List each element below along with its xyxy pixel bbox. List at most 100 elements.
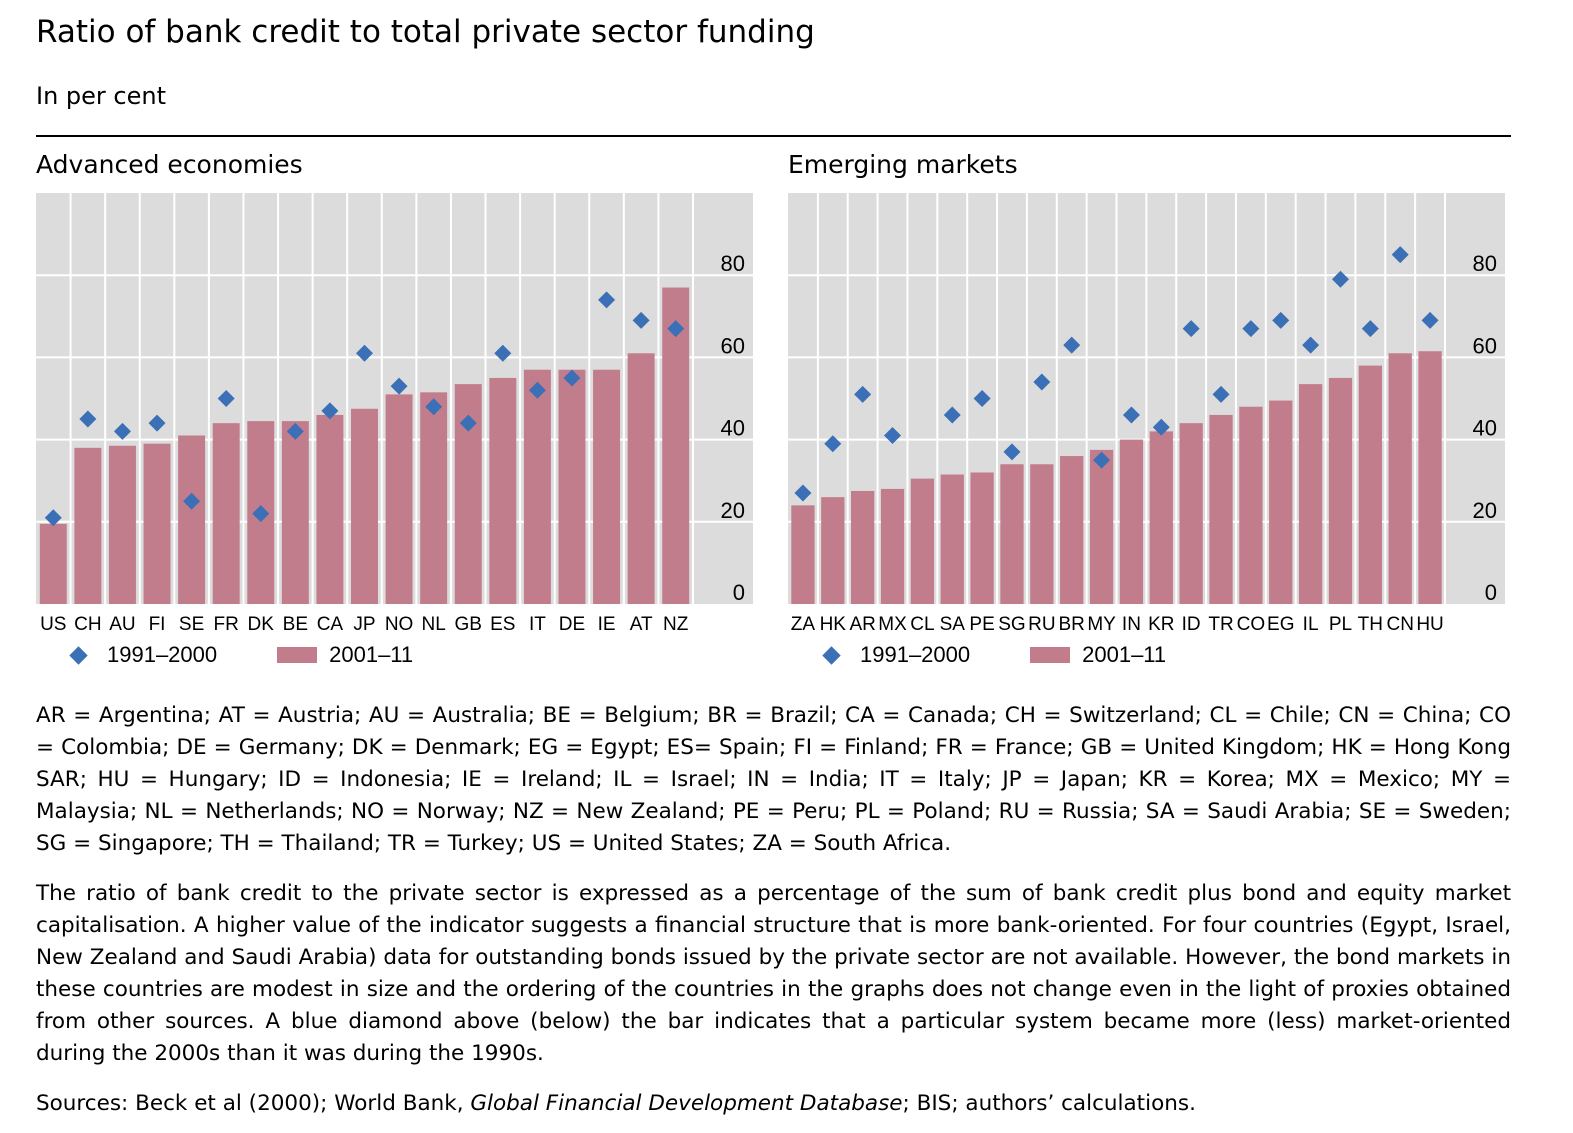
advanced-diamond-es <box>494 344 512 362</box>
legend-bar-swatch <box>1030 647 1071 663</box>
advanced-xtick-label: JP <box>353 614 375 635</box>
emerging-xtick-label: SA <box>940 614 966 635</box>
emerging-ytick-label: 80 <box>1473 251 1497 276</box>
emerging-xtick-label: TR <box>1208 614 1233 635</box>
emerging-bar-za <box>791 505 815 604</box>
legend-series2-label: 2001–11 <box>1082 642 1167 667</box>
emerging-xtick-label: PE <box>969 614 994 635</box>
legend-series1-label: 1991–2000 <box>860 642 971 667</box>
advanced-ytick-label: 0 <box>733 580 745 605</box>
charts-canvas: 0 20 40 60 80 US CH AU FI SE FR DK BE CA JP NO NL GB ES IT D… <box>36 193 1505 635</box>
advanced-xtick-label: ES <box>490 614 515 635</box>
advanced-diamond-at <box>632 311 650 329</box>
emerging-xtick-label: ID <box>1182 614 1201 635</box>
emerging-diamond-za <box>794 484 812 502</box>
emerging-diamond-in <box>1122 406 1140 424</box>
emerging-bar-eg <box>1269 400 1293 604</box>
emerging-xtick-label: MY <box>1087 614 1116 635</box>
emerging-diamond-id <box>1182 320 1200 338</box>
sources-note: Sources: Beck et al (2000); World Bank, … <box>36 1088 1511 1120</box>
emerging-xtick-label: IL <box>1303 614 1319 635</box>
emerging-diamond-co <box>1242 320 1260 338</box>
page-title: Ratio of bank credit to total private se… <box>36 14 815 50</box>
advanced-bar-au <box>108 445 136 604</box>
advanced-xtick-label: NO <box>385 614 414 635</box>
emerging-xtick-label: SG <box>998 614 1025 635</box>
emerging-bar-il <box>1298 384 1323 604</box>
panel-title-advanced: Advanced economies <box>36 150 303 179</box>
advanced-xtick-label: DK <box>248 614 275 635</box>
emerging-bar-mx <box>880 488 905 604</box>
advanced-xtick-label: FI <box>149 614 166 635</box>
advanced-bar-fi <box>143 443 171 604</box>
advanced-xtick-label: US <box>40 614 66 635</box>
advanced-diamond-nz <box>667 320 685 338</box>
emerging-diamond-hk <box>824 435 842 453</box>
advanced-bar-de <box>558 369 586 604</box>
emerging-xtick-label: CL <box>910 614 934 635</box>
legend-diamond-icon <box>822 645 841 665</box>
advanced-diamond-it <box>528 381 546 399</box>
emerging-bar-tr <box>1209 414 1233 604</box>
advanced-ytick-label: 60 <box>721 333 745 358</box>
emerging-xtick-label: BR <box>1059 614 1085 635</box>
emerging-bar-pl <box>1328 377 1353 604</box>
advanced-xtick-label: NZ <box>663 614 689 635</box>
emerging-bar-ru <box>1030 464 1054 604</box>
emerging-diamond-mx <box>884 426 902 444</box>
emerging-diamond-pe <box>973 390 991 407</box>
advanced-diamond-fi <box>148 414 166 432</box>
advanced-xtick-label: BE <box>283 614 308 635</box>
emerging-xtick-label: PL <box>1329 614 1352 635</box>
advanced-diamond-se <box>183 492 201 510</box>
advanced-bar-no <box>385 394 413 604</box>
advanced-diamond-jp <box>356 344 373 362</box>
advanced-bar-us <box>39 523 67 604</box>
header-rule <box>36 135 1511 137</box>
sources-suffix: ; BIS; authors’ calculations. <box>902 1091 1196 1116</box>
advanced-bar-es <box>489 377 517 604</box>
advanced-bar-nl <box>420 392 448 604</box>
emerging-bar-co <box>1239 406 1263 604</box>
emerging-bar-pe <box>970 472 994 604</box>
advanced-bar-ca <box>316 414 344 604</box>
advanced-ytick-label: 80 <box>721 251 745 276</box>
emerging-bar-in <box>1119 439 1144 604</box>
advanced-bar-jp <box>351 408 378 604</box>
advanced-bar-ch <box>74 447 102 604</box>
advanced-xtick-label: IT <box>529 614 546 635</box>
advanced-diamond-de <box>563 369 581 387</box>
emerging-bar-cn <box>1388 353 1412 604</box>
advanced-xtick-label: DE <box>559 614 585 635</box>
advanced-xtick-label: CH <box>74 614 101 635</box>
advanced-ytick-label: 20 <box>721 498 745 523</box>
advanced-bar-se <box>178 435 206 604</box>
emerging-xtick-label: TH <box>1358 614 1383 635</box>
emerging-bar-my <box>1089 449 1114 604</box>
emerging-ytick-label: 60 <box>1473 333 1497 358</box>
abbreviations-note: AR = Argentina; AT = Austria; AU = Austr… <box>36 703 1511 856</box>
emerging-bar-hu <box>1418 351 1442 604</box>
emerging-diamond-il <box>1302 336 1320 354</box>
emerging-diamond-br <box>1063 336 1081 354</box>
emerging-diamond-kr <box>1152 418 1170 436</box>
panel-title-emerging: Emerging markets <box>788 150 1018 179</box>
sources-italic: Global Financial Development Database <box>470 1091 903 1116</box>
advanced-xtick-label: IE <box>598 614 616 635</box>
advanced-xtick-label: NL <box>422 614 446 635</box>
emerging-diamond-sg <box>1003 443 1021 461</box>
advanced-diamond-gb <box>459 414 477 432</box>
advanced-xtick-label: CA <box>317 614 344 635</box>
emerging-xtick-label: EG <box>1267 614 1294 635</box>
emerging-bar-id <box>1179 423 1203 604</box>
emerging-xtick-label: HK <box>820 614 847 635</box>
emerging-diamond-sa <box>943 406 961 424</box>
legend-series1-label: 1991–2000 <box>107 642 218 667</box>
emerging-diamond-eg <box>1272 311 1290 329</box>
emerging-bar-hk <box>821 497 845 604</box>
advanced-diamond-nl <box>425 398 443 416</box>
emerging-diamond-my <box>1093 451 1111 469</box>
emerging-xtick-label: AR <box>849 614 875 635</box>
legend-series2-label: 2001–11 <box>329 642 414 667</box>
advanced-diamond-dk <box>252 505 270 523</box>
